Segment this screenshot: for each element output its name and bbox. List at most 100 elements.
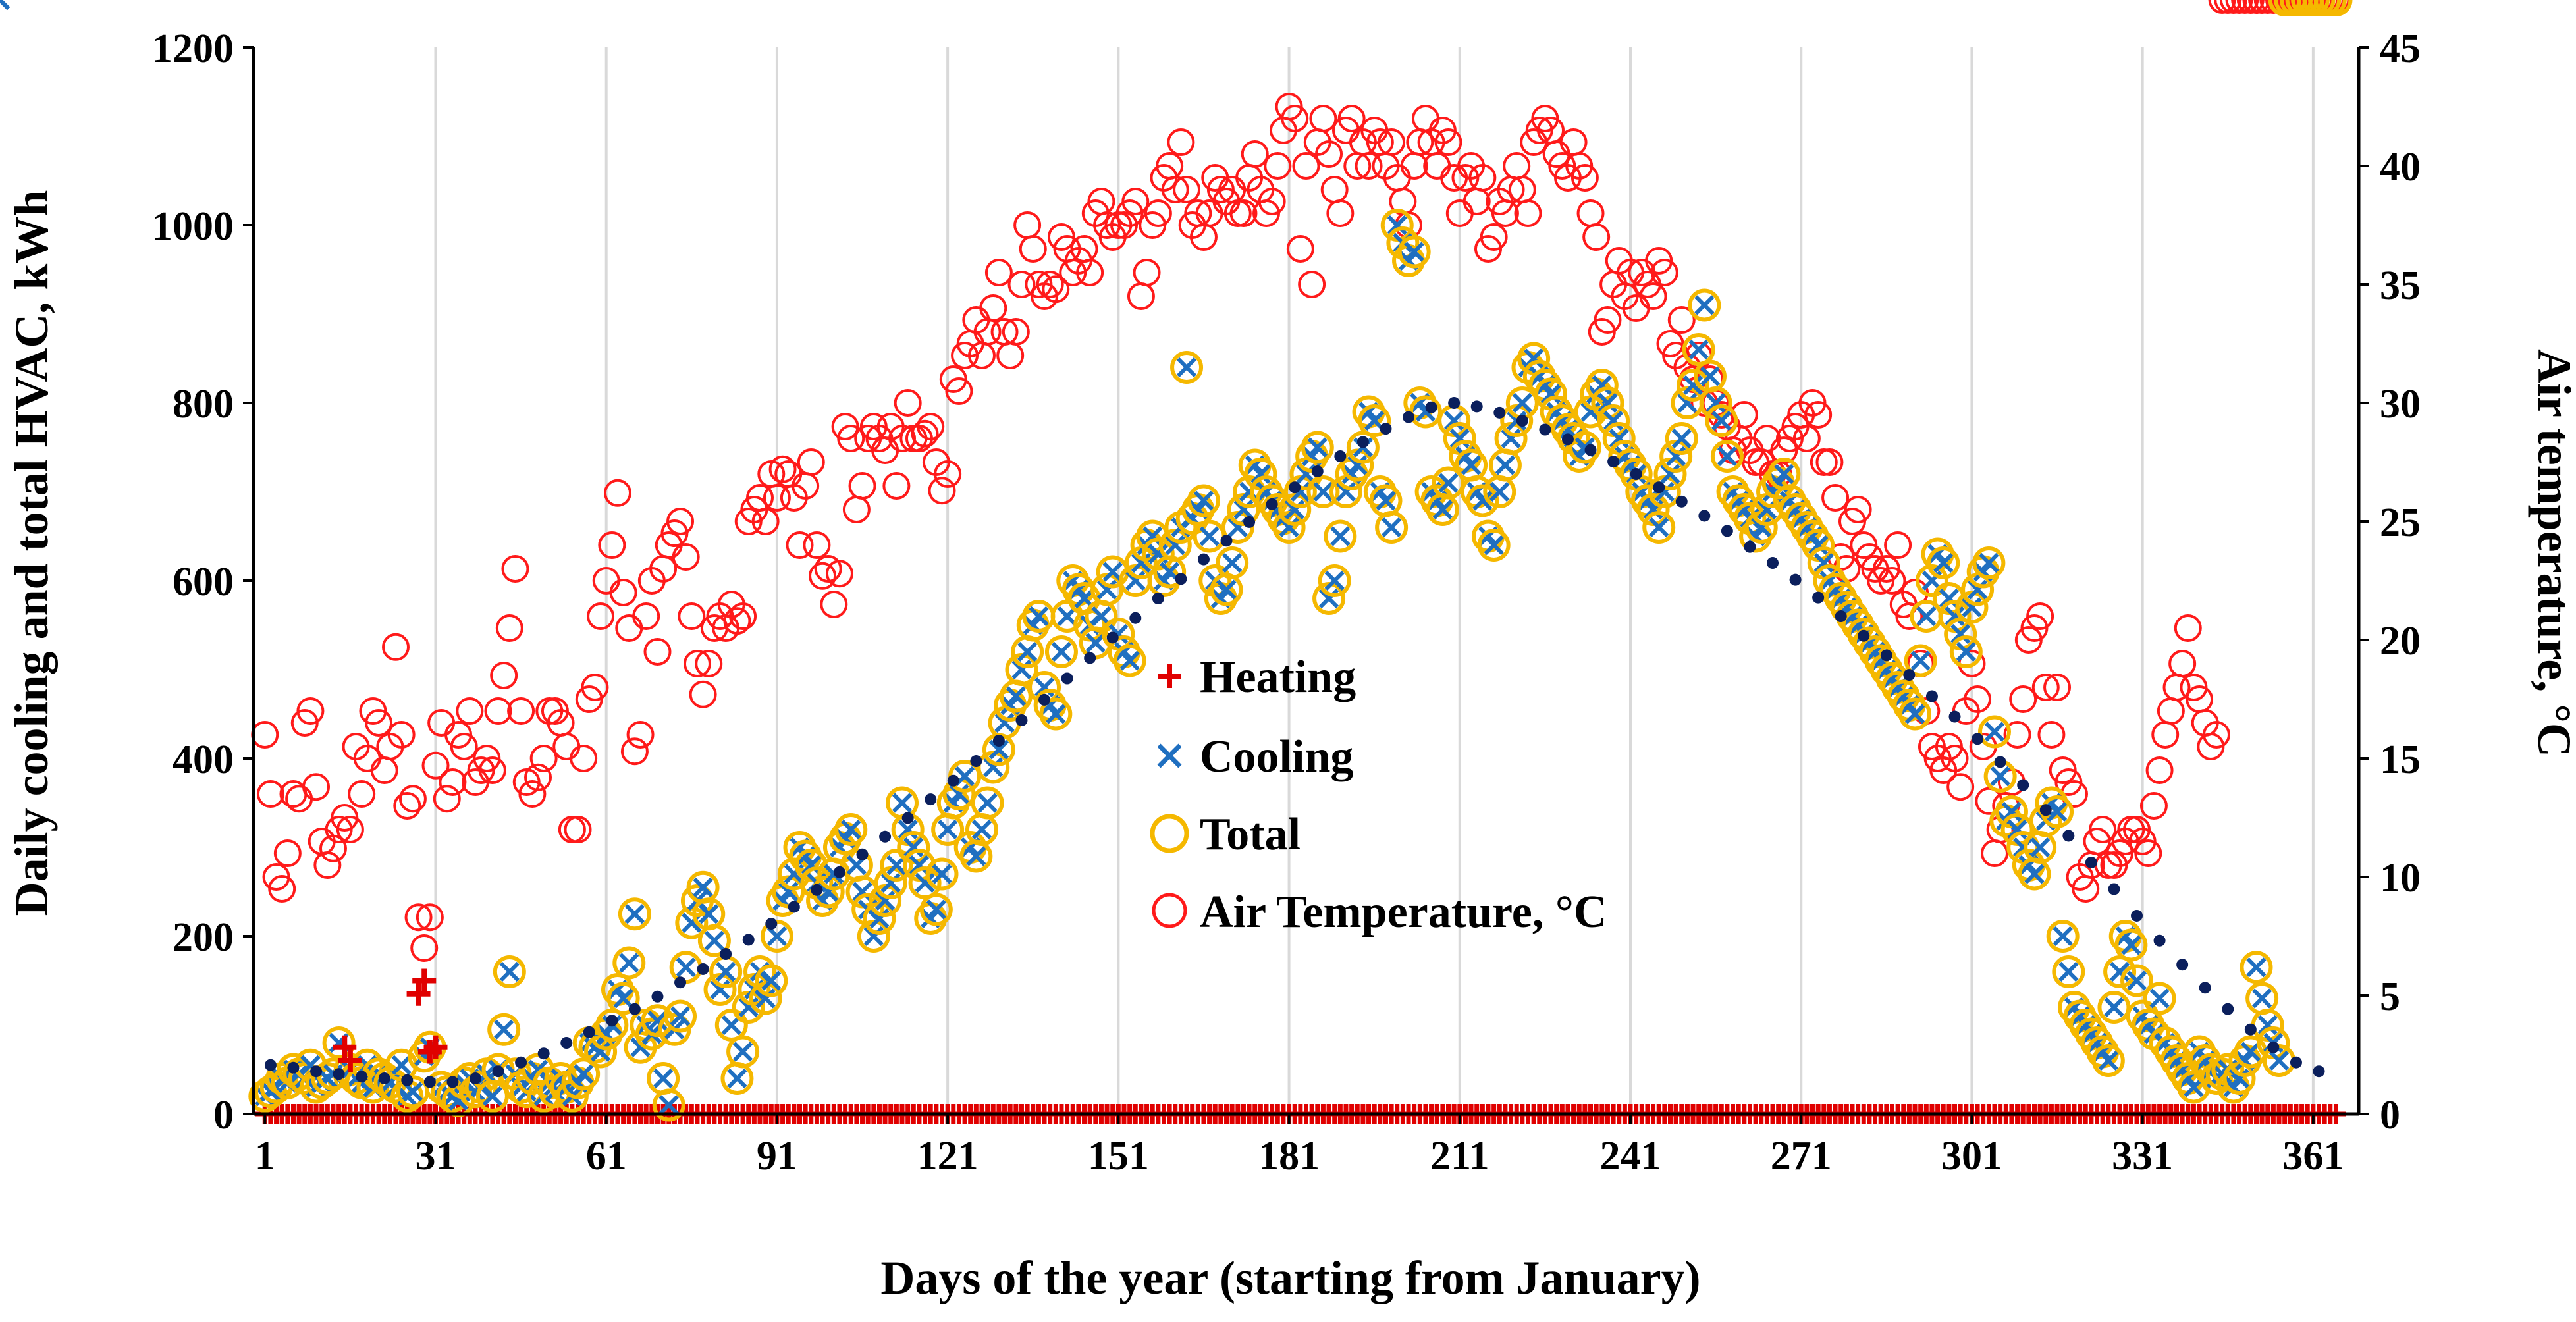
trend-point: [1334, 450, 1347, 462]
y-right-tick-label: 10: [2380, 856, 2421, 901]
cooling-point-b: [1580, 402, 1601, 422]
cooling-point-b: [402, 1082, 423, 1102]
air-temperature-point: [894, 389, 922, 417]
cooling-point: [1091, 606, 1112, 627]
cooling-point: [1916, 606, 1937, 627]
trend-point: [2153, 934, 2166, 947]
cooling-point-b: [2001, 801, 2022, 822]
cooling-point: [2024, 864, 2045, 884]
cooling-point: [1125, 570, 1146, 591]
cooling-point: [448, 1090, 469, 1111]
total-point: [2046, 920, 2080, 953]
cooling-point-b: [943, 793, 963, 813]
cooling-point-b: [1444, 410, 1464, 431]
total-point: [2319, 0, 2353, 16]
trend-point: [2017, 779, 2029, 791]
air-temperature-point: [398, 785, 427, 813]
cooling-point: [1285, 499, 1305, 520]
y-left-tick-label: 800: [173, 382, 234, 427]
air-temperature-point: [1650, 259, 1678, 286]
trend-point: [742, 934, 755, 946]
cooling-point-b: [1000, 695, 1021, 716]
trend-point: [833, 866, 845, 878]
cooling-point-b: [1910, 650, 1931, 671]
total-point: [908, 866, 942, 899]
air-temperature-point: [1570, 164, 1599, 192]
cooling-point-b: [2030, 837, 2051, 858]
cooling-point-b: [949, 783, 969, 805]
cooling-point: [574, 1064, 594, 1084]
air-temperature-point: [1480, 223, 1508, 251]
air-temperature-point: [387, 721, 416, 749]
air-temperature-point: [1946, 773, 1975, 801]
cooling-point: [1085, 633, 1106, 653]
trend-point: [1561, 433, 1574, 446]
air-temperature-point: [1144, 199, 1172, 227]
cooling-point: [699, 904, 719, 924]
legend-cooling-marker: [1157, 743, 1182, 768]
air-temperature-point: [1753, 425, 1781, 452]
air-temperature-point: [2009, 685, 2037, 713]
cooling-point: [2047, 801, 2068, 822]
air-temperature-point: [1576, 199, 1605, 227]
air-temperature-point: [1639, 282, 1667, 310]
total-point: [919, 893, 953, 926]
cooling-point: [1034, 677, 1055, 698]
cooling-point: [1700, 366, 1721, 386]
cooling-point: [619, 953, 639, 973]
legend-item-total: Total: [1150, 809, 1301, 860]
total-point: [726, 1035, 760, 1069]
air-temperature-point: [848, 472, 876, 500]
total-point: [606, 982, 640, 1015]
y-left-tick-label: 400: [173, 737, 234, 782]
legend-air-temperature-marker: [1152, 893, 1187, 928]
trend-point: [1175, 573, 1187, 585]
cooling-point-b: [1904, 704, 1925, 724]
cooling-point-b: [983, 757, 1004, 778]
cooling-point: [994, 712, 1015, 733]
air-temperature-point: [768, 455, 797, 483]
cooling-point-b: [1609, 428, 1629, 449]
cooling-point-b: [1660, 463, 1680, 485]
air-temperature-point: [729, 602, 757, 630]
cooling-point-b: [1381, 517, 1402, 538]
cooling-point: [732, 1042, 753, 1062]
air-temperature-point: [427, 709, 456, 737]
cooling-point-b: [704, 930, 725, 951]
cooling-point-b: [1774, 463, 1794, 485]
air-temperature-point: [1462, 188, 1491, 215]
cooling-point: [915, 872, 935, 893]
cooling-point: [977, 793, 998, 813]
cooling-point-b: [1216, 579, 1237, 600]
total-point: [2091, 1044, 2125, 1077]
cooling-point: [1376, 490, 1396, 511]
cooling-point-b: [926, 899, 946, 920]
cooling-point: [801, 855, 821, 876]
total-point: [1187, 484, 1220, 517]
air-temperature-point: [370, 756, 398, 784]
cooling-point: [1495, 455, 1516, 475]
x-tick-label: 1: [255, 1134, 275, 1178]
trend-point: [1767, 557, 1779, 569]
cooling-point-b: [880, 872, 901, 893]
legend-total-label: Total: [1200, 809, 1301, 860]
cooling-point-b: [1029, 606, 1049, 627]
cooling-point-b: [2184, 1077, 2204, 1097]
cooling-point-b: [2007, 819, 2027, 840]
cooling-point-b: [1119, 650, 1140, 671]
trend-point: [2199, 982, 2211, 994]
air-temperature-point: [842, 496, 871, 523]
total-point: [567, 1057, 601, 1091]
cooling-point-b: [1592, 375, 1612, 396]
cooling-point-b: [676, 957, 696, 978]
total-point: [1949, 635, 1983, 668]
cooling-point-b: [1222, 552, 1243, 573]
cooling-point-b: [818, 882, 838, 902]
air-temperature-point: [837, 425, 865, 452]
total-point: [714, 1009, 748, 1042]
cooling-point-b: [1290, 481, 1310, 502]
cooling-point-b: [1984, 722, 2005, 742]
cooling-point: [2053, 926, 2073, 947]
cooling-point: [1313, 481, 1333, 502]
trend-point: [1493, 406, 1506, 419]
